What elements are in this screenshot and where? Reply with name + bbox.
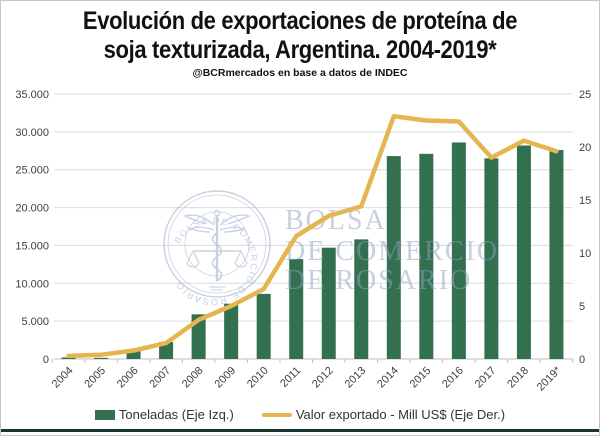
- bar-2013: [354, 239, 369, 359]
- y-axis-tick-right: 10: [579, 248, 591, 260]
- line-series-valor-exportado: [66, 114, 559, 359]
- y-axis-tick-left: 35.000: [15, 89, 49, 101]
- bar-2007: [159, 341, 174, 359]
- y-axis-tick-right: 20: [579, 142, 591, 154]
- y-axis-tick-left: 10.000: [15, 278, 49, 290]
- legend-item-toneladas: Toneladas (Eje Izq.): [94, 407, 234, 422]
- x-axis-label-2017: 2017: [473, 365, 499, 391]
- watermark-bolsa-de-comercio-rosario: BOLSA DE COMERCIO DE ROSARIO BOLSA DE CO…: [163, 190, 499, 307]
- bar-2016: [451, 142, 466, 359]
- bar-2009: [224, 303, 239, 359]
- legend-line-label: Valor exportado - Mill US$ (Eje Der.): [295, 407, 506, 422]
- bar-2008: [191, 314, 206, 359]
- x-axis-label-2011: 2011: [278, 365, 303, 390]
- x-axis-label-2016: 2016: [440, 365, 466, 391]
- y-axis-tick-left: 15.000: [15, 240, 49, 252]
- valor-exportado-line: [66, 114, 559, 359]
- x-axis-label-2006: 2006: [115, 365, 141, 391]
- y-axis-tick-right: 15: [579, 195, 591, 207]
- watermark-text-line3: DE ROSARIO: [285, 265, 472, 296]
- x-axis-label-2005: 2005: [82, 365, 108, 391]
- bar-2015: [419, 153, 434, 359]
- y-axis-tick-left: 25.000: [15, 165, 49, 177]
- bar-2017: [484, 158, 499, 359]
- y-axis-tick-right: 5: [579, 301, 585, 313]
- y-axis-tick-left: 20.000: [15, 203, 49, 215]
- x-axis-label-2012: 2012: [310, 365, 336, 391]
- bottom-border-band: [1, 429, 599, 432]
- title-block: Evolución de exportaciones de proteína d…: [1, 7, 599, 79]
- y-axis-tick-left: 5.000: [21, 316, 49, 328]
- y-axis-tick-left: 30.000: [15, 127, 49, 139]
- watermark-big-text: BOLSA DE COMERCIO DE ROSARIO: [285, 205, 499, 296]
- legend-line-swatch-icon: [261, 412, 292, 417]
- x-axis-label-2004: 2004: [50, 365, 76, 391]
- chart-title-line1: Evolución de exportaciones de proteína d…: [82, 7, 518, 35]
- legend-bar-label: Toneladas (Eje Izq.): [118, 407, 234, 422]
- x-axis-label-2018: 2018: [505, 365, 531, 391]
- x-axis-label-2008: 2008: [180, 365, 206, 391]
- chart-title-line2: soja texturizada, Argentina. 2004-2019*: [103, 36, 497, 64]
- bar-2019*: [549, 150, 564, 359]
- watermark-text-line2: DE COMERCIO: [285, 236, 499, 267]
- x-axis-label-2014: 2014: [375, 365, 401, 391]
- bar-2010: [256, 293, 271, 359]
- chart-subtitle: @BCRmercados en base a datos de INDEC: [192, 67, 408, 79]
- bar-2014: [386, 156, 401, 359]
- bar-2018: [516, 145, 531, 359]
- bar-2012: [321, 247, 336, 359]
- x-axis-label-2007: 2007: [147, 365, 173, 391]
- bar-2005: [94, 357, 109, 359]
- chart-legend: Toneladas (Eje Izq.) Valor exportado - M…: [1, 407, 599, 422]
- bar-2006: [126, 349, 141, 359]
- x-axis-label-2009: 2009: [212, 365, 238, 391]
- watermark-seal: [163, 190, 271, 298]
- y-axis-tick-left: 0: [43, 354, 49, 366]
- bar-2004: [61, 357, 76, 359]
- x-axis-label-2015: 2015: [408, 365, 434, 391]
- x-axis-label-2010: 2010: [245, 365, 271, 391]
- bars-series-toneladas: [61, 142, 564, 359]
- legend-bar-swatch-icon: [94, 409, 115, 420]
- bar-2011: [289, 259, 304, 359]
- x-axis-label-2019*: 2019*: [535, 364, 564, 393]
- y-axis-tick-right: 25: [579, 89, 591, 101]
- legend-item-valor-exportado: Valor exportado - Mill US$ (Eje Der.): [261, 407, 506, 422]
- y-axis-tick-right: 0: [579, 354, 585, 366]
- x-axis-label-2013: 2013: [343, 365, 369, 391]
